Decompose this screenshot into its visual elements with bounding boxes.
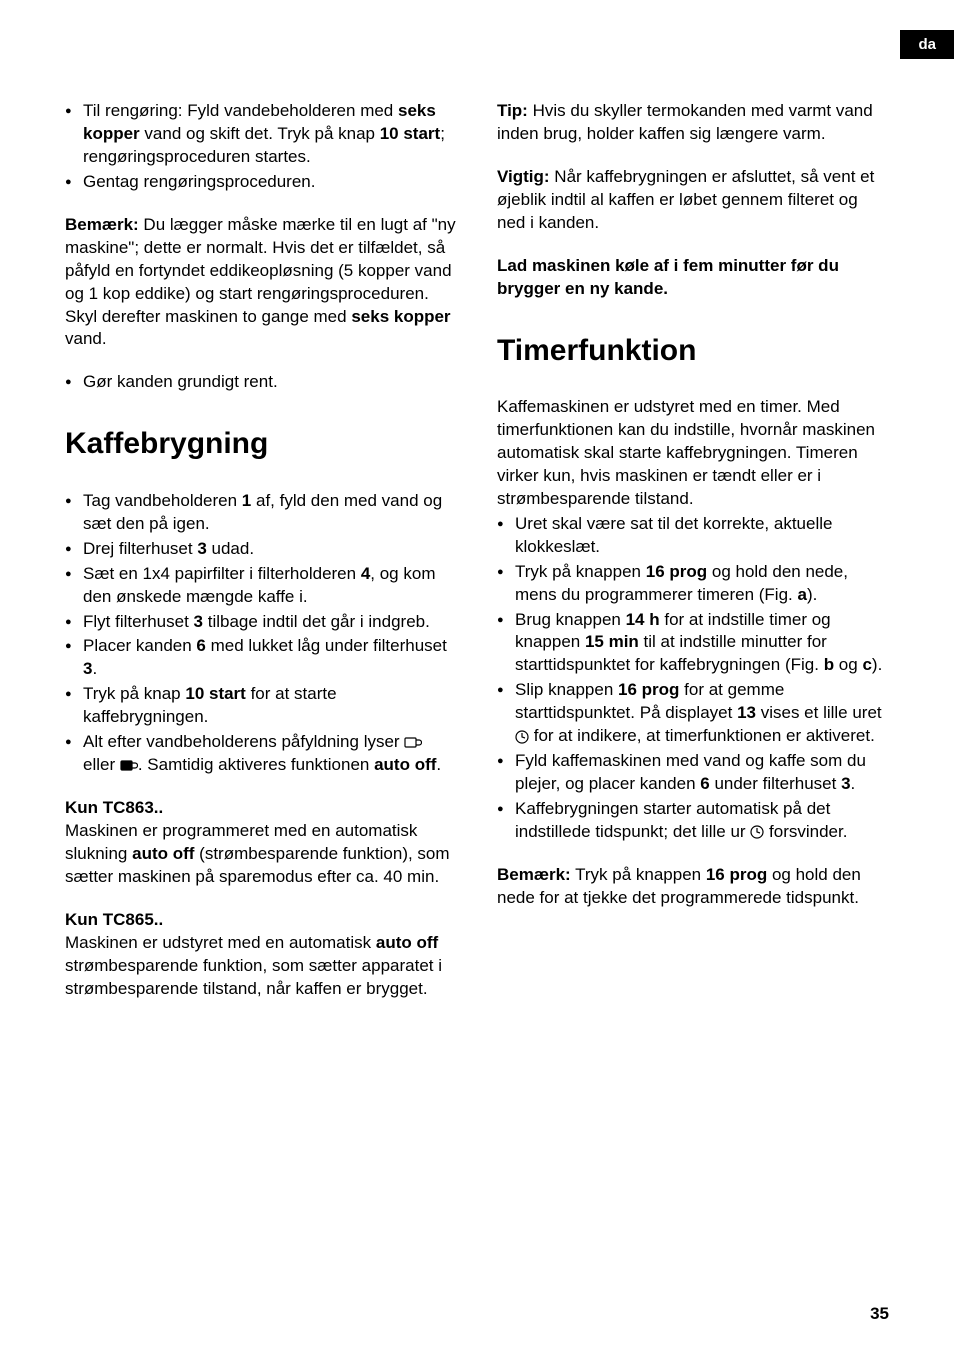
page-number: 35 bbox=[870, 1304, 889, 1324]
timer-steps: Uret skal være sat til det korrekte, akt… bbox=[497, 513, 889, 844]
right-column: Tip: Hvis du skyller termokanden med var… bbox=[497, 100, 889, 1021]
heading-kaffebrygning: Kaffebrygning bbox=[65, 424, 457, 465]
list-item: Tryk på knappen 16 prog og hold den nede… bbox=[497, 561, 889, 607]
list-item: Til rengøring: Fyld vandebeholderen med … bbox=[65, 100, 457, 169]
timer-intro: Kaffemaskinen er udstyret med en timer. … bbox=[497, 396, 889, 511]
list-item: Kaffebrygningen starter automatisk på de… bbox=[497, 798, 889, 844]
list-item: Drej filterhuset 3 udad. bbox=[65, 538, 457, 561]
language-tab: da bbox=[900, 30, 954, 59]
tip-para: Tip: Hvis du skyller termokanden med var… bbox=[497, 100, 889, 146]
list-item: Slip knappen 16 prog for at gemme startt… bbox=[497, 679, 889, 748]
cleaning-list: Til rengøring: Fyld vandebeholderen med … bbox=[65, 100, 457, 194]
brewing-steps: Tag vandbeholderen 1 af, fyld den med va… bbox=[65, 490, 457, 777]
tc865-desc: Maskinen er udstyret med en automatisk a… bbox=[65, 932, 457, 1001]
list-item: Fyld kaffemaskinen med vand og kaffe som… bbox=[497, 750, 889, 796]
cooldown-para: Lad maskinen køle af i fem minutter før … bbox=[497, 255, 889, 301]
list-item: Gentag rengøringsproceduren. bbox=[65, 171, 457, 194]
heading-timerfunktion: Timerfunktion bbox=[497, 331, 889, 372]
tc863-desc: Maskinen er programmeret med en automati… bbox=[65, 820, 457, 889]
list-item: Placer kanden 6 med lukket låg under fil… bbox=[65, 635, 457, 681]
list-item: Tryk på knap 10 start for at starte kaff… bbox=[65, 683, 457, 729]
list-item: Brug knappen 14 h for at indstille timer… bbox=[497, 609, 889, 678]
left-column: Til rengøring: Fyld vandebeholderen med … bbox=[65, 100, 457, 1021]
note-new-machine: Bemærk: Du lægger måske mærke til en lug… bbox=[65, 214, 457, 352]
subhead-tc863: Kun TC863.. bbox=[65, 797, 457, 820]
important-para: Vigtig: Når kaffebrygningen er afsluttet… bbox=[497, 166, 889, 235]
list-item: Sæt en 1x4 papirfilter i filterholderen … bbox=[65, 563, 457, 609]
list-item: Tag vandbeholderen 1 af, fyld den med va… bbox=[65, 490, 457, 536]
rinse-list: Gør kanden grundigt rent. bbox=[65, 371, 457, 394]
list-item: Flyt filterhuset 3 tilbage indtil det gå… bbox=[65, 611, 457, 634]
list-item: Alt efter vandbeholderens påfyldning lys… bbox=[65, 731, 457, 777]
timer-note: Bemærk: Tryk på knappen 16 prog og hold … bbox=[497, 864, 889, 910]
subhead-tc865: Kun TC865.. bbox=[65, 909, 457, 932]
list-item: Uret skal være sat til det korrekte, akt… bbox=[497, 513, 889, 559]
list-item: Gør kanden grundigt rent. bbox=[65, 371, 457, 394]
page-content: Til rengøring: Fyld vandebeholderen med … bbox=[65, 100, 889, 1021]
